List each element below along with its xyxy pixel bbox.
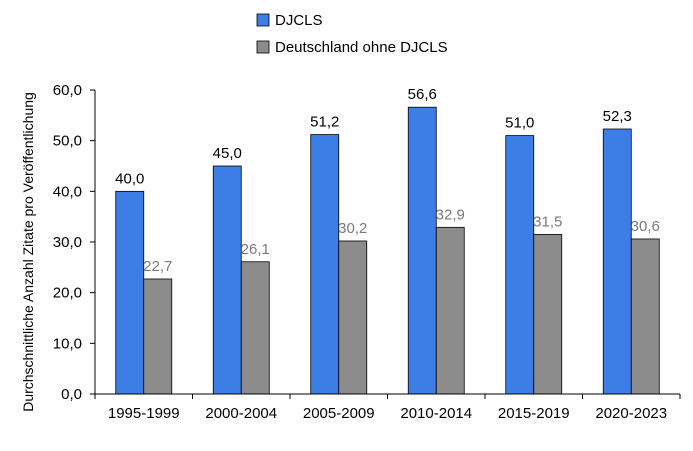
data-label-djcls: 51,0 [505,115,534,132]
data-label-deutschland: 30,2 [338,220,367,237]
data-label-deutschland: 31,5 [533,213,562,230]
data-label-deutschland: 26,1 [241,241,270,258]
data-label-djcls: 56,6 [408,86,437,103]
bar-deutschland [143,278,173,395]
y-tick-label: 30,0 [53,234,82,251]
x-tick-label: 2005-2009 [303,405,375,422]
legend-label-djcls: DJCLS [275,12,323,29]
bar-deutschland [240,261,270,395]
y-tick-label: 40,0 [53,183,82,200]
x-tick-label: 2020-2023 [595,405,667,422]
data-label-djcls: 51,2 [310,114,339,131]
bar-deutschland [338,240,368,395]
bar-djcls [505,135,535,395]
bar-djcls [212,165,242,395]
x-axis: 1995-1999 2000-2004 2005-2009 2010-2014 2015… [94,394,681,422]
x-tick-label: 2010-2014 [400,405,472,422]
y-tick-label: 10,0 [53,335,82,352]
bar-djcls [310,134,340,395]
legend-label-deutschland: Deutschland ohne DJCLS [275,39,448,56]
bar-deutschland [435,226,465,395]
data-label-djcls: 45,0 [213,145,242,162]
legend-swatch-djcls [256,13,270,27]
bar-djcls [602,128,632,395]
bar-deutschland [533,233,563,395]
y-tick-label: 60,0 [53,82,82,99]
data-label-deutschland: 22,7 [143,258,172,275]
data-label-djcls: 52,3 [603,108,632,125]
bar-djcls [115,190,145,395]
y-tick-label: 20,0 [53,285,82,302]
y-axis: 0,0 10,0 20,0 30,0 40,0 50,0 60,0 [53,82,95,403]
x-tick-label: 2015-2019 [498,405,570,422]
x-tick-label: 1995-1999 [108,405,180,422]
y-tick-label: 50,0 [53,133,82,150]
y-axis-label: Durchschnittliche Anzahl Zitate pro Verö… [20,92,36,412]
data-label-djcls: 40,0 [115,170,144,187]
legend: DJCLS Deutschland ohne DJCLS [256,12,448,56]
legend-swatch-deutschland [256,40,270,54]
bars: 40,0 22,7 45,0 26,1 51,2 30,2 56,6 32,9 51,0 31,5… [115,86,660,395]
data-label-deutschland: 32,9 [436,206,465,223]
x-tick-label: 2000-2004 [205,405,277,422]
y-tick-label: 0,0 [61,386,82,403]
bar-djcls [407,106,437,395]
bar-deutschland [630,238,660,395]
data-label-deutschland: 30,6 [631,218,660,235]
